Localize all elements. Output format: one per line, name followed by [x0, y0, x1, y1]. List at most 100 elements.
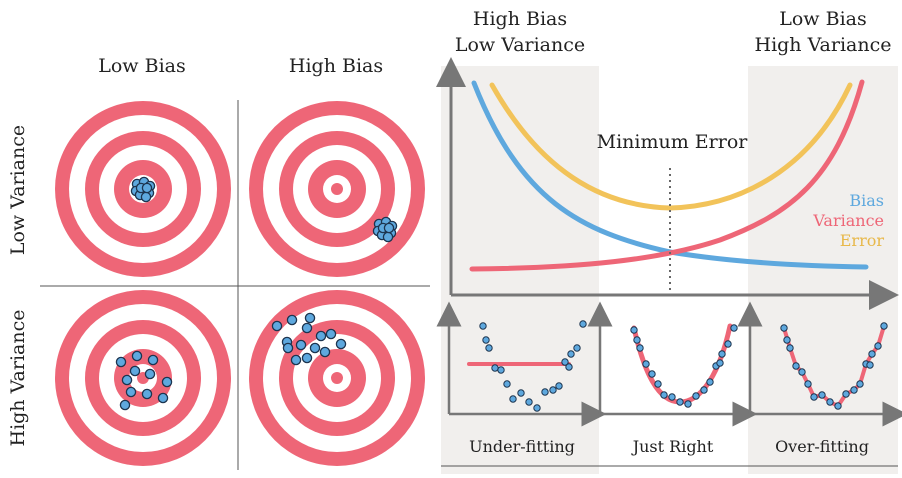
header-low-variance: Low Variance — [455, 34, 585, 56]
fit-data-point — [497, 366, 505, 374]
target-low-bias-low-variance — [55, 101, 231, 277]
shot-dot — [144, 368, 156, 380]
fit-data-point — [654, 380, 662, 388]
shot-dot — [315, 330, 327, 342]
fit-label-over: Over-fitting — [775, 437, 869, 456]
row-label-high-variance: High Variance — [7, 310, 29, 447]
fit-data-point — [718, 350, 726, 358]
fit-data-point — [716, 359, 724, 367]
shade-high-bias — [441, 66, 599, 476]
fit-data-point — [856, 380, 864, 388]
shot-dot — [119, 399, 131, 411]
fit-data-point — [503, 380, 511, 388]
shot-dot — [286, 314, 298, 326]
col-label-high-bias: High Bias — [289, 55, 383, 77]
fit-label-under: Under-fitting — [469, 437, 575, 456]
fit-data-point — [783, 336, 791, 344]
shot-dot — [325, 328, 337, 340]
fit-data-point — [780, 324, 788, 332]
targets-panel: Low Bias High Bias Low Variance High Var… — [7, 55, 430, 470]
fit-data-point — [567, 350, 575, 358]
target-high-bias-high-variance — [249, 290, 425, 466]
fit-data-point — [866, 361, 874, 369]
fit-data-point — [565, 363, 573, 371]
target-bullseye — [331, 183, 343, 195]
fit-data-point — [648, 370, 656, 378]
variance-curve — [469, 79, 865, 272]
fit-data-point — [541, 388, 549, 396]
fit-data-point — [842, 390, 850, 398]
legend-bias: Bias — [849, 191, 884, 210]
error-curve — [489, 82, 853, 211]
fit-data-point — [706, 378, 714, 386]
shot-dot — [141, 182, 153, 194]
fit-data-point — [692, 392, 700, 400]
fit-data-point — [630, 326, 638, 334]
row-label-low-variance: Low Variance — [7, 125, 29, 255]
shade-high-variance — [748, 66, 898, 476]
fit-data-point — [818, 391, 826, 399]
shot-dot — [121, 374, 133, 386]
header-high-bias: High Bias — [473, 8, 567, 30]
col-label-low-bias: Low Bias — [98, 55, 185, 77]
fit-data-point — [786, 344, 794, 352]
fit-data-point — [868, 350, 876, 358]
target-high-bias-low-variance — [249, 101, 425, 277]
shot-dot — [161, 376, 173, 388]
fit-data-point — [874, 342, 882, 350]
fit-data-point — [834, 402, 842, 410]
fit-data-point — [579, 320, 587, 328]
fit-data-point — [533, 404, 541, 412]
fit-data-point — [517, 389, 525, 397]
fit-data-point — [880, 322, 888, 330]
shot-dot — [290, 354, 302, 366]
over-fit-curve — [782, 324, 886, 408]
fit-data-point — [573, 344, 581, 352]
fit-data-point — [485, 344, 493, 352]
shot-dot — [141, 388, 153, 400]
target-low-bias-high-variance — [55, 290, 231, 466]
fit-data-point — [810, 393, 818, 401]
fit-data-point — [482, 336, 490, 344]
fit-data-point — [642, 360, 650, 368]
shot-dot — [140, 191, 152, 203]
fit-data-point — [700, 386, 708, 394]
fit-data-point — [561, 358, 569, 366]
fit-data-point — [509, 395, 517, 403]
fit-data-point — [730, 324, 738, 332]
fit-data-point — [668, 393, 676, 401]
fit-data-point — [549, 386, 557, 394]
fit-data-point — [798, 368, 806, 376]
fit-panels — [436, 301, 902, 427]
fit-data-point — [555, 382, 563, 390]
shot-dot — [147, 354, 159, 366]
shot-dot — [309, 342, 321, 354]
shot-dot — [282, 342, 294, 354]
shot-dot — [335, 338, 347, 350]
shot-dot — [157, 392, 169, 404]
minimum-error-label: Minimum Error — [597, 131, 749, 153]
fit-data-point — [792, 362, 800, 370]
shot-dot — [295, 339, 307, 351]
fit-data-point — [676, 398, 684, 406]
fit-data-point — [491, 364, 499, 372]
fit-data-point — [636, 344, 644, 352]
fit-label-just-right: Just Right — [631, 437, 714, 456]
shot-dot — [129, 365, 141, 377]
legend-error: Error — [840, 231, 885, 250]
shot-dot — [271, 320, 283, 332]
shot-dot — [131, 350, 143, 362]
fit-data-point — [724, 340, 732, 348]
legend-variance: Variance — [812, 211, 884, 230]
fit-data-point — [525, 398, 533, 406]
fit-data-point — [479, 322, 487, 330]
shot-dot — [304, 312, 316, 324]
header-high-variance: High Variance — [755, 34, 892, 56]
fit-data-point — [804, 380, 812, 388]
tradeoff-panel: High Bias Low Variance Low Bias High Var… — [436, 8, 902, 476]
fit-data-point — [660, 391, 668, 399]
target-bullseye — [331, 372, 343, 384]
shot-dot — [383, 222, 395, 234]
